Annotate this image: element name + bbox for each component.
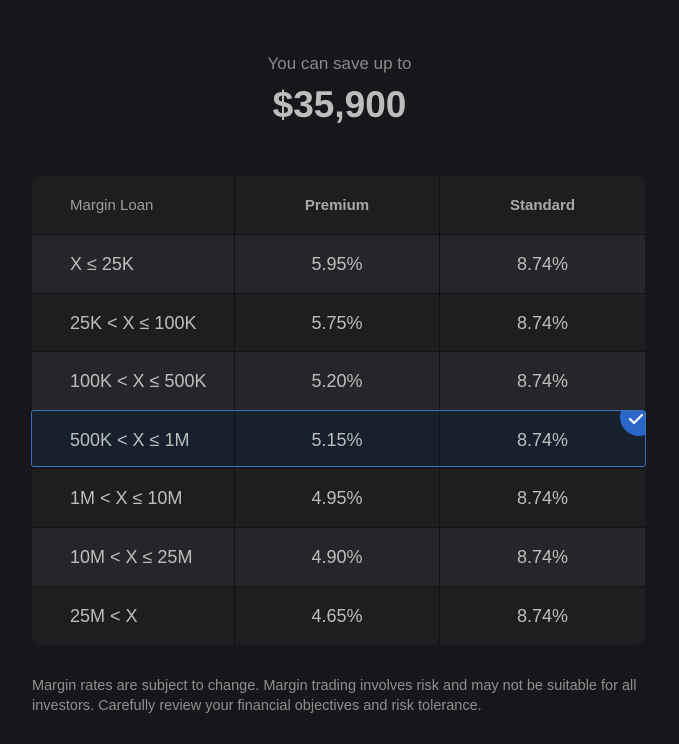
table-row[interactable]: 25M < X 4.65% 8.74% xyxy=(32,586,645,645)
standard-rate-cell: 8.74% xyxy=(439,352,645,410)
margin-rate-table: Margin Loan Premium Standard X ≤ 25K 5.9… xyxy=(31,176,646,645)
range-cell: 25K < X ≤ 100K xyxy=(70,312,197,333)
standard-rate-cell: 8.74% xyxy=(439,411,645,469)
range-cell: 10M < X ≤ 25M xyxy=(70,546,193,567)
savings-amount: $35,900 xyxy=(272,84,407,125)
premium-rate-cell: 5.20% xyxy=(234,352,439,410)
standard-rate-cell: 8.74% xyxy=(439,528,645,586)
savings-subtitle: You can save up to xyxy=(267,54,412,73)
premium-rate-cell: 4.65% xyxy=(234,587,439,645)
range-cell: 1M < X ≤ 10M xyxy=(70,487,183,508)
disclaimer-text: Margin rates are subject to change. Marg… xyxy=(32,678,637,714)
table-row[interactable]: 10M < X ≤ 25M 4.90% 8.74% xyxy=(32,527,645,586)
range-cell: 500K < X ≤ 1M xyxy=(70,429,190,450)
range-cell: 100K < X ≤ 500K xyxy=(70,370,207,391)
range-cell: 25M < X xyxy=(70,605,138,626)
savings-header: You can save up to $35,900 xyxy=(0,52,679,128)
column-header-premium: Premium xyxy=(234,176,439,234)
premium-rate-cell: 4.90% xyxy=(234,528,439,586)
range-cell: X ≤ 25K xyxy=(70,253,134,274)
premium-rate-cell: 5.15% xyxy=(234,411,439,469)
table-row[interactable]: X ≤ 25K 5.95% 8.74% xyxy=(32,234,645,293)
table-row[interactable]: 100K < X ≤ 500K 5.20% 8.74% xyxy=(32,351,645,410)
premium-rate-cell: 5.75% xyxy=(234,294,439,352)
premium-rate-cell: 4.95% xyxy=(234,469,439,527)
standard-rate-cell: 8.74% xyxy=(439,294,645,352)
table-header-row: Margin Loan Premium Standard xyxy=(32,176,645,234)
table-row-selected[interactable]: 500K < X ≤ 1M 5.15% 8.74% xyxy=(32,410,645,469)
standard-rate-cell: 8.74% xyxy=(439,235,645,293)
standard-rate-cell: 8.74% xyxy=(439,587,645,645)
table-row[interactable]: 1M < X ≤ 10M 4.95% 8.74% xyxy=(32,468,645,527)
premium-rate-cell: 5.95% xyxy=(234,235,439,293)
column-header-margin-loan: Margin Loan xyxy=(70,196,154,214)
standard-rate-cell: 8.74% xyxy=(439,469,645,527)
table-row[interactable]: 25K < X ≤ 100K 5.75% 8.74% xyxy=(32,293,645,352)
column-header-standard: Standard xyxy=(439,176,645,234)
